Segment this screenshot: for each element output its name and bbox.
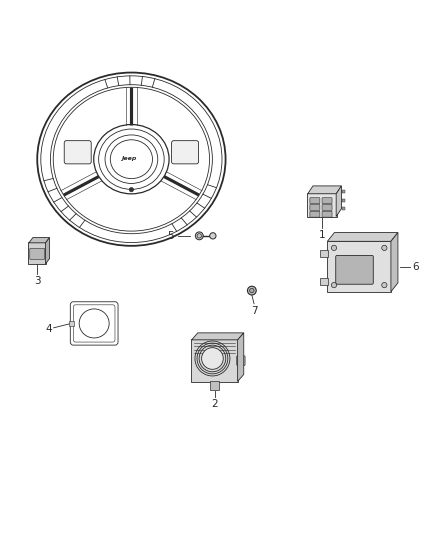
- Text: 5: 5: [167, 231, 174, 241]
- FancyBboxPatch shape: [322, 211, 332, 217]
- FancyBboxPatch shape: [310, 205, 320, 211]
- Polygon shape: [29, 238, 49, 243]
- FancyBboxPatch shape: [191, 340, 238, 382]
- Circle shape: [381, 245, 387, 251]
- Text: 3: 3: [34, 276, 41, 286]
- FancyBboxPatch shape: [64, 141, 91, 164]
- FancyBboxPatch shape: [310, 198, 320, 204]
- Polygon shape: [192, 333, 244, 340]
- Bar: [342, 190, 345, 193]
- Text: 7: 7: [251, 306, 258, 316]
- Bar: [69, 321, 74, 326]
- Circle shape: [247, 286, 256, 295]
- Circle shape: [381, 282, 387, 288]
- FancyBboxPatch shape: [322, 198, 332, 204]
- FancyBboxPatch shape: [30, 248, 45, 260]
- Text: 2: 2: [211, 399, 218, 409]
- Circle shape: [195, 232, 203, 240]
- Text: 6: 6: [412, 262, 419, 271]
- Bar: [376, 236, 383, 241]
- Circle shape: [129, 188, 134, 192]
- Circle shape: [331, 282, 336, 288]
- Polygon shape: [327, 232, 398, 241]
- FancyBboxPatch shape: [307, 193, 336, 217]
- Polygon shape: [46, 238, 49, 264]
- Bar: [332, 236, 339, 241]
- Circle shape: [201, 348, 223, 369]
- FancyBboxPatch shape: [336, 255, 373, 284]
- Bar: [319, 278, 328, 285]
- Bar: [210, 381, 219, 390]
- Bar: [319, 251, 328, 257]
- Bar: [342, 199, 345, 202]
- Circle shape: [331, 245, 336, 251]
- Bar: [342, 207, 345, 211]
- Text: 4: 4: [46, 324, 52, 334]
- FancyBboxPatch shape: [237, 356, 245, 366]
- Text: 1: 1: [318, 230, 325, 240]
- Circle shape: [210, 233, 216, 239]
- FancyBboxPatch shape: [322, 205, 332, 211]
- FancyBboxPatch shape: [327, 241, 392, 292]
- Polygon shape: [336, 186, 342, 216]
- Circle shape: [250, 288, 254, 293]
- Polygon shape: [391, 232, 398, 292]
- Polygon shape: [237, 333, 244, 382]
- FancyBboxPatch shape: [172, 141, 198, 164]
- FancyBboxPatch shape: [310, 211, 320, 217]
- FancyBboxPatch shape: [28, 243, 46, 264]
- Polygon shape: [307, 186, 342, 194]
- Text: Jeep: Jeep: [121, 156, 137, 161]
